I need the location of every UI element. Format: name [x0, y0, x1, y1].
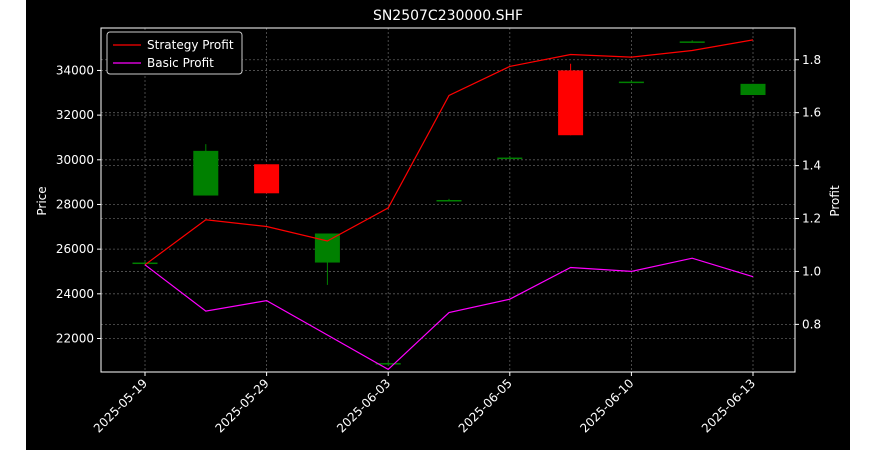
profit-lines: [144, 39, 754, 371]
candle-body: [558, 70, 584, 136]
y-tick-label-left: 26000: [56, 242, 94, 256]
y-tick-label-right: 1.8: [802, 53, 821, 67]
candle-body: [254, 164, 280, 194]
y-tick-label-right: 1.0: [802, 264, 821, 278]
legend-label-basic: Basic Profit: [147, 56, 214, 70]
y-tick-label-right: 1.2: [802, 212, 821, 226]
candle-body: [618, 81, 644, 84]
candle-body: [314, 233, 340, 263]
series-line: [144, 257, 754, 371]
legend-label-strategy: Strategy Profit: [147, 38, 234, 52]
y-tick-label-left: 24000: [56, 287, 94, 301]
y-tick-label-left: 28000: [56, 197, 94, 211]
candle-body: [497, 157, 523, 160]
y-tick-label-left: 32000: [56, 108, 94, 122]
legend: Strategy Profit Basic Profit: [106, 31, 243, 75]
y-axis-label-right: Profit: [828, 185, 842, 217]
y-tick-label-left: 22000: [56, 331, 94, 345]
candle-body: [679, 41, 705, 43]
y-tick-label-left: 30000: [56, 153, 94, 167]
candle-body: [436, 200, 462, 202]
y-tick-label-right: 1.6: [802, 106, 821, 120]
candlesticks: [132, 40, 766, 365]
axes-frame: [100, 27, 796, 373]
candle-body: [740, 83, 766, 96]
y-axis-label-left: Price: [35, 186, 49, 215]
y-tick-label-right: 0.8: [802, 317, 821, 331]
y-tick-label-right: 1.4: [802, 159, 821, 173]
candle-body: [375, 363, 401, 365]
chart-title: SN2507C230000.SHF: [373, 8, 523, 24]
candle-body: [193, 150, 219, 196]
y-tick-label-left: 34000: [56, 63, 94, 77]
series-line: [144, 39, 754, 266]
candle-body: [132, 262, 158, 265]
